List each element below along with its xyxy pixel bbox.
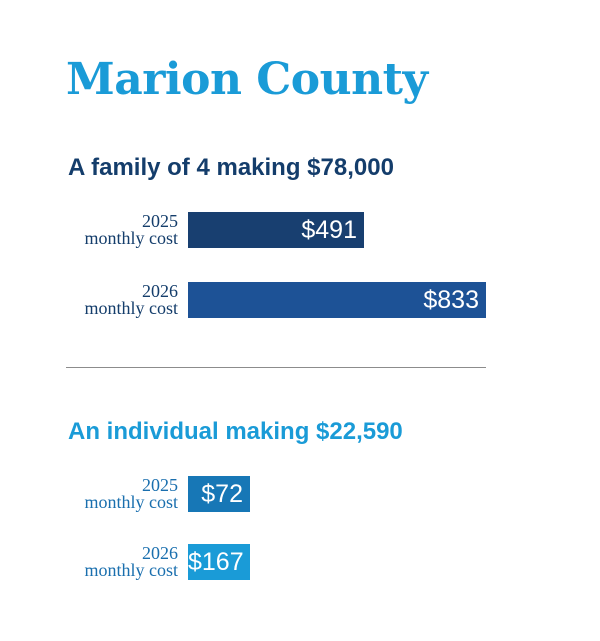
family-2025-bar: $491 (188, 212, 364, 248)
family-chart-title: A family of 4 making $78,000 (68, 154, 394, 181)
family-2025-year: 2025 (142, 211, 178, 231)
family-2026-label: 2026 monthly cost (40, 281, 179, 318)
individual-2026-bar: $167 (188, 544, 250, 580)
individual-2026-caption: monthly cost (84, 560, 179, 580)
family-2025-label: 2025 monthly cost (40, 211, 179, 248)
family-2026-bar: $833 (188, 282, 486, 318)
section-divider (66, 367, 486, 368)
family-2026-caption: monthly cost (84, 298, 179, 318)
individual-chart-title: An individual making $22,590 (68, 418, 403, 445)
page-title: Marion County (66, 54, 428, 105)
individual-2025-year: 2025 (142, 475, 178, 495)
family-2026-value-label: $833 (423, 286, 479, 314)
individual-2025-label: 2025 monthly cost (40, 475, 179, 512)
individual-2025-bar: $72 (188, 476, 250, 512)
individual-2026-year: 2026 (142, 543, 178, 563)
family-2025-caption: monthly cost (84, 228, 179, 248)
family-2025-value-label: $491 (301, 216, 357, 244)
individual-2026-label: 2026 monthly cost (40, 543, 179, 580)
individual-2026-value-label: $167 (188, 548, 244, 576)
individual-2025-value-label: $72 (201, 480, 243, 508)
family-2026-year: 2026 (142, 281, 178, 301)
individual-2025-caption: monthly cost (84, 492, 179, 512)
